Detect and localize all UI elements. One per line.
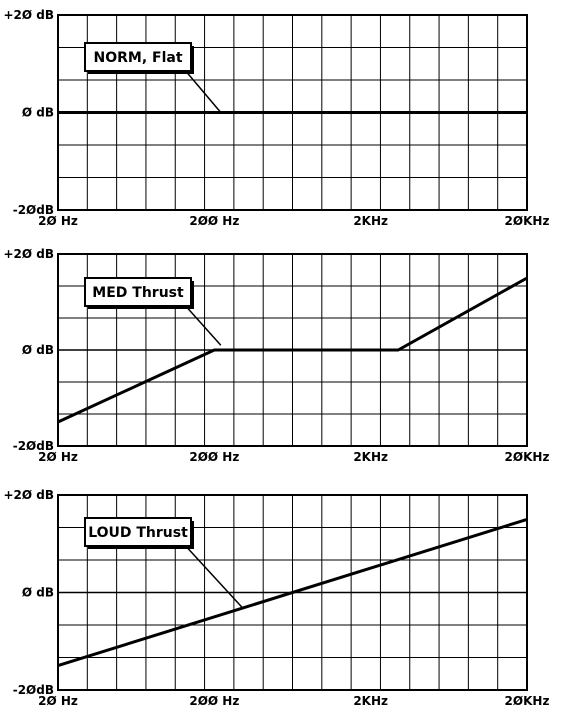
callout-leader-line xyxy=(185,545,243,608)
x-tick-label: 2ØKHz xyxy=(505,694,550,708)
x-tick-label: 2Ø Hz xyxy=(38,450,78,464)
x-tick-label: 2ØKHz xyxy=(505,214,550,228)
x-tick-label: 2Ø Hz xyxy=(38,694,78,708)
x-tick-label: 2ØKHz xyxy=(505,450,550,464)
x-tick-label: 2ØØ Hz xyxy=(189,214,239,228)
x-tick-label: 2KHz xyxy=(353,214,388,228)
x-tick-label: 2ØØ Hz xyxy=(189,694,239,708)
x-tick-label: 2KHz xyxy=(353,450,388,464)
y-tick-label: -2ØdB xyxy=(13,683,54,697)
y-tick-label: -2ØdB xyxy=(13,439,54,453)
x-tick-label: 2KHz xyxy=(353,694,388,708)
plot-frame xyxy=(57,494,528,691)
callout-label: LOUD Thrust xyxy=(88,525,188,541)
callout-box xyxy=(84,42,192,72)
y-tick-label: +2Ø dB xyxy=(3,247,54,261)
y-tick-label: +2Ø dB xyxy=(3,488,54,502)
y-tick-label: Ø dB xyxy=(22,343,54,357)
plot-frame xyxy=(57,253,528,447)
x-tick-label: 2ØØ Hz xyxy=(189,450,239,464)
y-tick-label: -2ØdB xyxy=(13,203,54,217)
callout-label: NORM, Flat xyxy=(93,50,182,66)
x-tick-label: 2Ø Hz xyxy=(38,214,78,228)
series-line-1 xyxy=(57,517,528,668)
y-tick-label: +2Ø dB xyxy=(3,8,54,22)
callout-leader-line xyxy=(185,305,222,346)
series-line-1 xyxy=(57,276,528,424)
callout-label: MED Thrust xyxy=(92,285,184,301)
callout-box xyxy=(84,517,192,547)
y-tick-label: Ø dB xyxy=(22,586,54,600)
y-tick-label: Ø dB xyxy=(22,106,54,120)
callout-leader-line xyxy=(185,70,222,113)
callout-box xyxy=(84,277,192,307)
